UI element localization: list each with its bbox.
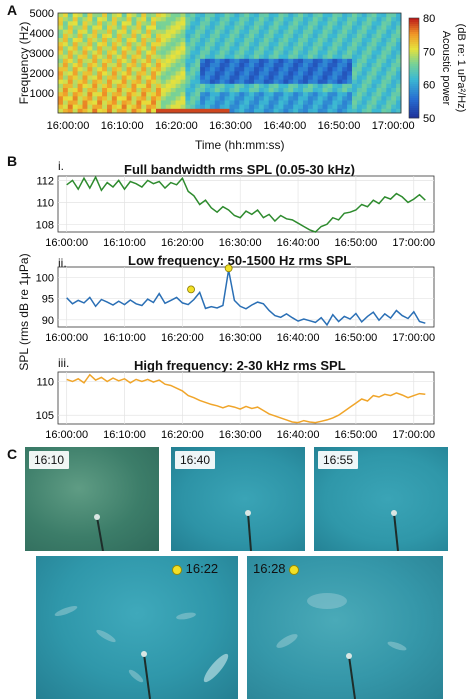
chart-ii-roman: ii.: [58, 256, 67, 270]
photo-1640: 16:40: [171, 447, 305, 551]
spl-x-tick-label: 16:10:00: [103, 429, 146, 441]
spl-x-tick-label: 16:40:00: [277, 429, 320, 441]
spl-y-tick-label: 110: [36, 376, 54, 388]
panel-label-a: A: [7, 2, 18, 18]
spl-x-tick-label: 16:10:00: [103, 237, 146, 249]
spl-x-tick-label: 16:50:00: [334, 332, 377, 344]
spectrogram-y-tick-label: 3000: [30, 48, 54, 60]
spectrogram-x-tick-label: 17:00:00: [372, 120, 415, 132]
spl-x-tick-label: 17:00:00: [392, 332, 435, 344]
spl-chart-frame: [57, 371, 435, 425]
colorbar-tick-label: 80: [423, 13, 435, 25]
colorbar-tick-label: 50: [423, 113, 435, 125]
chart-i-title: Full bandwidth rms SPL (0.05-30 kHz): [124, 162, 355, 177]
spl-x-tick-label: 16:00:00: [45, 332, 88, 344]
spectrogram-y-tick-label: 4000: [30, 28, 54, 40]
photo-1628: 16:28: [247, 556, 443, 699]
colorbar-tick-label: 60: [423, 80, 435, 92]
spl-x-tick-label: 16:30:00: [219, 429, 262, 441]
spl-y-tick-label: 90: [42, 315, 54, 327]
chart-iii-title: High frequency: 2-30 kHz rms SPL: [134, 358, 346, 373]
chart-i-roman: i.: [58, 159, 64, 173]
spl-x-tick-label: 16:40:00: [277, 332, 320, 344]
spectrogram-x-ticks: 16:00:00 16:10:00 16:20:00 16:30:00 16:40:00…: [47, 120, 415, 132]
spectrogram-x-tick-label: 16:00:00: [47, 120, 90, 132]
spectrogram-x-tick-label: 16:50:00: [318, 120, 361, 132]
panel-label-b: B: [7, 153, 18, 169]
spl-x-tick-label: 16:20:00: [161, 429, 204, 441]
spectrogram-y-tick-label: 5000: [30, 8, 54, 20]
spectrogram-x-axis-label: Time (hh:mm:ss): [195, 138, 285, 152]
spl-highlight-marker: [187, 285, 195, 294]
spl-chart-frame: [57, 175, 435, 233]
spl-highlight-marker: [224, 264, 233, 273]
spl-y-tick-label: 108: [36, 219, 54, 231]
spl-x-tick-label: 16:50:00: [334, 237, 377, 249]
spectrogram-frame: [57, 12, 402, 114]
spectrogram-x-tick-label: 16:20:00: [155, 120, 198, 132]
spl-charts: 112 110 108 16:00:00 16:10:00 16:20:00 16:30:0…: [36, 175, 435, 441]
photo-1655: 16:55: [314, 447, 448, 551]
spl-y-tick-label: 112: [36, 175, 54, 187]
colorbar: 80 70 60 50: [408, 13, 435, 125]
spectrogram-y-ticks: 5000 4000 3000 2000 1000: [30, 8, 54, 100]
spectrogram-y-tick-label: 1000: [30, 88, 54, 100]
spectrogram-x-tick-label: 16:30:00: [209, 120, 252, 132]
photo-1622-label: 16:22: [185, 561, 219, 576]
spl-x-tick-label: 16:20:00: [161, 332, 204, 344]
chart-iii-roman: iii.: [58, 356, 70, 370]
photo-1640-label: 16:40: [175, 451, 216, 469]
highlight-marker-icon: [172, 564, 182, 575]
spl-x-tick-label: 16:30:00: [219, 332, 262, 344]
spectrogram-heatmap: [58, 13, 402, 114]
photo-1628-label: 16:28: [253, 561, 286, 576]
highlight-marker-icon: [289, 564, 300, 575]
spl-x-tick-label: 16:40:00: [277, 237, 320, 249]
spl-y-tick-label: 95: [42, 294, 54, 306]
spl-x-tick-label: 16:30:00: [219, 237, 262, 249]
spl-y-tick-label: 105: [36, 410, 54, 422]
colorbar-tick-label: 70: [423, 46, 435, 58]
spectrogram-y-tick-label: 2000: [30, 68, 54, 80]
spl-y-tick-label: 100: [36, 273, 54, 285]
spl-x-tick-label: 17:00:00: [392, 237, 435, 249]
photo-1610-label: 16:10: [29, 451, 70, 469]
photo-1655-label: 16:55: [318, 451, 359, 469]
spl-x-tick-label: 16:10:00: [103, 332, 146, 344]
spl-x-tick-label: 16:00:00: [45, 429, 88, 441]
spectrogram-x-tick-label: 16:10:00: [101, 120, 144, 132]
panel-label-c: C: [7, 446, 18, 462]
spl-x-tick-label: 17:00:00: [392, 429, 435, 441]
spl-x-tick-label: 16:00:00: [45, 237, 88, 249]
photo-1622: 16:22: [36, 556, 238, 699]
spl-x-tick-label: 16:20:00: [161, 237, 204, 249]
chart-ii-title: Low frequency: 50-1500 Hz rms SPL: [128, 253, 352, 268]
spl-x-tick-label: 16:50:00: [334, 429, 377, 441]
spectrogram-x-tick-label: 16:40:00: [263, 120, 306, 132]
photo-1610: 16:10: [25, 447, 159, 551]
spl-y-tick-label: 110: [36, 197, 54, 209]
spl-chart-frame: [57, 266, 435, 328]
